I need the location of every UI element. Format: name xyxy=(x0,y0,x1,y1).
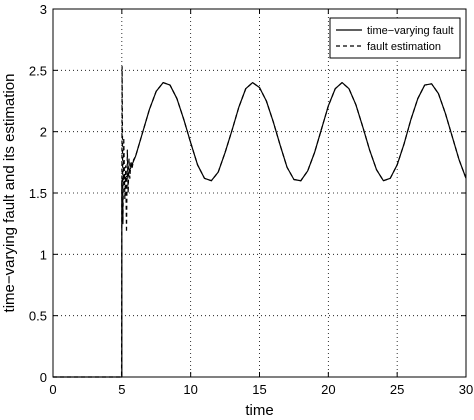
y-tick-label: 2.5 xyxy=(29,63,47,78)
tick-labels: 0 5 10 15 20 25 30 0 0.5 1 1.5 2 2.5 3 xyxy=(29,2,473,397)
legend-label-fault-estimation: fault estimation xyxy=(367,41,441,53)
y-tick-label: 0.5 xyxy=(29,309,47,324)
axis-ticks xyxy=(52,8,467,378)
x-tick-label: 30 xyxy=(459,382,473,397)
x-tick-label: 5 xyxy=(118,382,125,397)
y-tick-label: 3 xyxy=(40,2,47,17)
legend: time−varying fault fault estimation xyxy=(329,17,461,59)
legend-box xyxy=(329,17,461,59)
y-axis-title: time−varying fault and its estimation xyxy=(1,74,18,313)
series-line-fault-estimation xyxy=(53,66,467,378)
x-tick-label: 25 xyxy=(390,382,404,397)
x-axis-title: time xyxy=(245,402,273,419)
x-tick-label: 20 xyxy=(321,382,335,397)
legend-label-time-varying-fault: time−varying fault xyxy=(367,25,454,37)
y-tick-label: 1.5 xyxy=(29,186,47,201)
x-tick-label: 10 xyxy=(183,382,197,397)
y-tick-label: 1 xyxy=(40,247,47,262)
series-layer xyxy=(53,66,467,378)
y-tick-label: 2 xyxy=(40,125,47,140)
x-tick-label: 0 xyxy=(49,382,56,397)
x-tick-label: 15 xyxy=(252,382,266,397)
y-tick-label: 0 xyxy=(40,370,47,385)
